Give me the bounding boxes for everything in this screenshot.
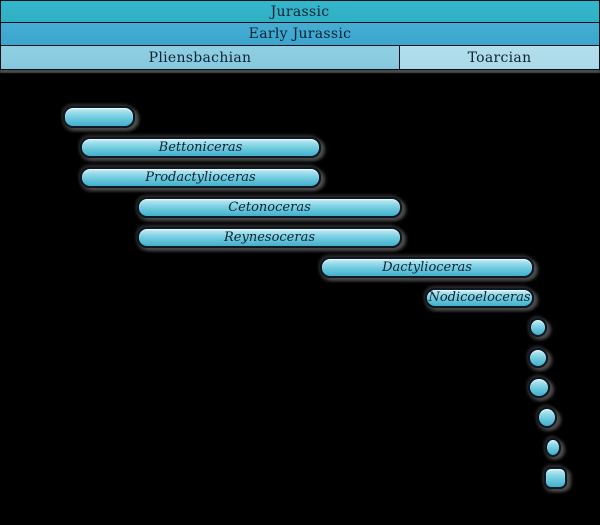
range-bar-nodicoeloceras: Nodicoeloceras <box>425 288 534 308</box>
range-bar-label: Reynesoceras <box>224 229 315 245</box>
stage-cell-toarcian: Toarcian <box>400 46 599 69</box>
range-bar-cetonoceras: Cetonoceras <box>137 197 402 218</box>
range-dot <box>528 348 548 368</box>
epoch-label: Early Jurassic <box>248 26 352 42</box>
stage-label-toarcian: Toarcian <box>467 49 532 66</box>
geologic-time-header: Jurassic Early Jurassic Pliensbachian To… <box>0 0 600 70</box>
epoch-row-early-jurassic: Early Jurassic <box>1 23 599 46</box>
range-bar-label: Dactylioceras <box>382 259 472 275</box>
range-bar-unlabeled <box>63 106 135 128</box>
range-bar-label: Nodicoeloceras <box>428 290 531 305</box>
range-dot <box>529 318 547 337</box>
range-bar-reynesoceras: Reynesoceras <box>137 227 402 248</box>
range-bar-dactylioceras: Dactylioceras <box>320 257 534 278</box>
range-dot <box>544 467 567 489</box>
range-bar-bettoniceras: Bettoniceras <box>80 137 321 158</box>
range-dot <box>528 377 550 398</box>
stage-cell-pliensbachian: Pliensbachian <box>1 46 400 69</box>
range-dot <box>537 407 557 428</box>
period-label: Jurassic <box>270 3 330 20</box>
range-dot <box>545 438 561 457</box>
period-row-jurassic: Jurassic <box>1 1 599 23</box>
stage-row: Pliensbachian Toarcian <box>1 46 599 69</box>
range-bar-prodactylioceras: Prodactylioceras <box>80 167 321 188</box>
stage-label-pliensbachian: Pliensbachian <box>148 49 252 66</box>
range-bar-label: Bettoniceras <box>158 139 243 155</box>
range-bar-label: Prodactylioceras <box>145 169 256 185</box>
range-bar-label: Cetonoceras <box>228 199 311 215</box>
